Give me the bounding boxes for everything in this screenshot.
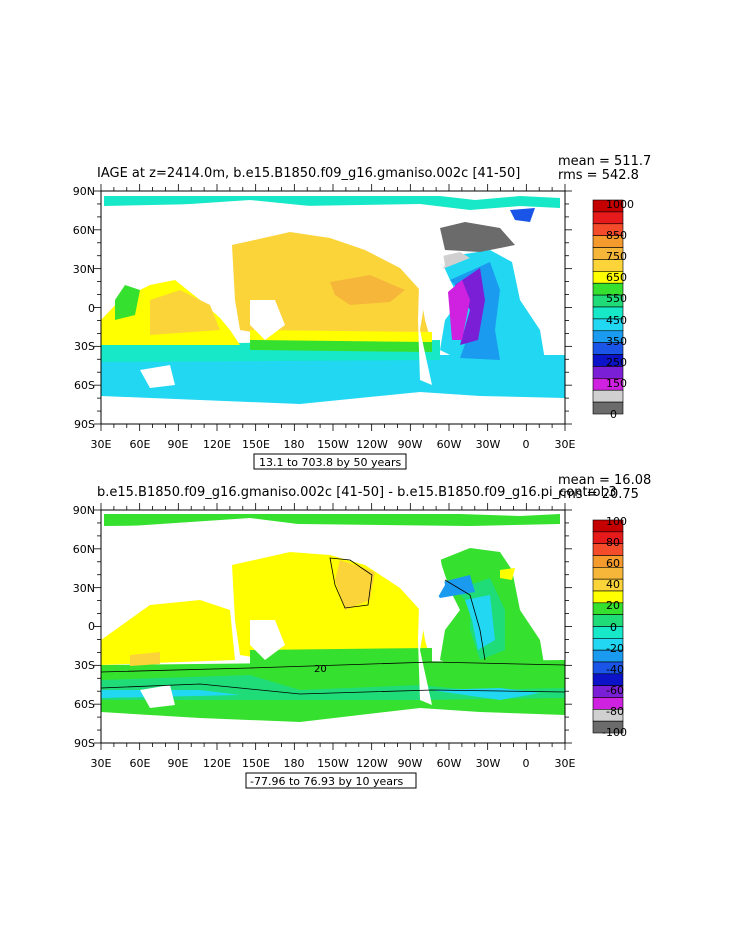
lon-label: 120E <box>203 438 231 451</box>
panel-2-colorbar-labels: 100 80 60 40 20 0 -20 -40 -60 -80 -100 <box>602 515 627 739</box>
colorbar-swatch <box>592 389 624 403</box>
colorbar-label: 20 <box>606 599 620 612</box>
lon-label: 0 <box>523 438 530 451</box>
lat-label: 30S <box>74 340 95 353</box>
lon-label: 60W <box>437 757 462 770</box>
lon-label: 60E <box>130 757 151 770</box>
panel-1-colorbar <box>592 199 624 415</box>
lon-label: 180 <box>284 757 305 770</box>
panel-1-map-field <box>101 191 565 424</box>
lon-label: 90E <box>168 438 189 451</box>
lon-label: 60W <box>437 438 462 451</box>
colorbar-label: 550 <box>606 292 627 305</box>
panel-1-title: IAGE at z=2414.0m, b.e15.B1850.f09_g16.g… <box>97 166 520 181</box>
panel-2-range: -77.96 to 76.93 by 10 years <box>250 775 404 788</box>
lon-label: 150W <box>317 438 349 451</box>
panel-2-map-field <box>101 510 565 743</box>
lon-label: 90W <box>398 438 423 451</box>
panel-2: b.e15.B1850.f09_g16.gmaniso.002c [41-50]… <box>73 473 651 789</box>
lon-label: 30E <box>555 438 576 451</box>
panel-2-title: b.e15.B1850.f09_g16.gmaniso.002c [41-50]… <box>97 485 617 500</box>
lat-label: 60S <box>74 379 95 392</box>
lon-label: 90E <box>168 757 189 770</box>
lat-label: 0 <box>88 302 95 315</box>
panel-2-rms: rms = 20.75 <box>558 487 639 502</box>
lon-label: 30E <box>91 438 112 451</box>
panel-1-ticks <box>94 184 572 431</box>
colorbar-label: -60 <box>606 684 624 697</box>
lon-label: 120W <box>356 438 388 451</box>
colorbar-label: 100 <box>606 515 627 528</box>
colorbar-swatch <box>592 614 624 627</box>
colorbar-label: 250 <box>606 356 627 369</box>
colorbar-label: 350 <box>606 335 627 348</box>
colorbar-label: 450 <box>606 314 627 327</box>
panel-1: IAGE at z=2414.0m, b.e15.B1850.f09_g16.g… <box>73 154 651 470</box>
lat-label: 0 <box>88 620 95 633</box>
colorbar-label: 850 <box>606 229 627 242</box>
panel-1-range-box <box>253 453 407 470</box>
lon-label: 30E <box>91 757 112 770</box>
lon-label: 120W <box>356 757 388 770</box>
colorbar-label: 750 <box>606 250 627 263</box>
lat-label: 30S <box>74 659 95 672</box>
lon-label: 150E <box>242 757 270 770</box>
panel-1-colorbar-labels: 1000 850 750 650 550 450 350 250 150 0 <box>606 198 634 421</box>
lat-label: 90N <box>73 504 95 517</box>
lon-label: 30E <box>555 757 576 770</box>
colorbar-label: 40 <box>606 578 620 591</box>
colorbar-label: 0 <box>610 621 617 634</box>
lat-label: 90S <box>74 737 95 750</box>
colorbar-swatch <box>592 211 624 225</box>
lon-label: 30W <box>476 757 501 770</box>
colorbar-label: 1000 <box>606 198 634 211</box>
lat-label: 60N <box>73 224 95 237</box>
panel-2-colorbar <box>592 519 624 734</box>
panel-1-rms: rms = 542.8 <box>558 168 639 183</box>
lon-label: 150W <box>317 757 349 770</box>
panel-1-mean: mean = 511.7 <box>558 154 651 169</box>
panel-1-lat-labels: 90N 60N 30N 0 30S 60S 90S <box>73 185 95 431</box>
colorbar-label: -80 <box>606 705 624 718</box>
colorbar-swatch <box>592 720 624 734</box>
lat-label: 90S <box>74 418 95 431</box>
panel-2-contour-label: 20 <box>314 664 327 675</box>
lat-label: 30N <box>73 263 95 276</box>
panel-2-range-box <box>245 772 417 789</box>
lon-label: 0 <box>523 757 530 770</box>
lon-label: 120E <box>203 757 231 770</box>
panel-1-range: 13.1 to 703.8 by 50 years <box>259 456 402 469</box>
panel-2-lon-labels: 30E 60E 90E 120E 150E 180 150W 120W 90W … <box>91 757 576 770</box>
colorbar-label: -40 <box>606 663 624 676</box>
colorbar-label: -100 <box>602 726 627 739</box>
lon-label: 180 <box>284 438 305 451</box>
panel-1-lon-labels: 30E 60E 90E 120E 150E 180 150W 120W 90W … <box>91 438 576 451</box>
colorbar-label: -20 <box>606 642 624 655</box>
panel-2-mean: mean = 16.08 <box>558 473 651 488</box>
colorbar-label: 80 <box>606 536 620 549</box>
lon-label: 150E <box>242 438 270 451</box>
colorbar-label: 60 <box>606 557 620 570</box>
panel-2-lat-labels: 90N 60N 30N 0 30S 60S 90S <box>73 504 95 750</box>
lat-label: 60S <box>74 698 95 711</box>
colorbar-swatch <box>592 401 624 415</box>
colorbar-label: 0 <box>610 408 617 421</box>
lat-label: 60N <box>73 543 95 556</box>
colorbar-label: 650 <box>606 271 627 284</box>
lat-label: 30N <box>73 582 95 595</box>
lat-label: 90N <box>73 185 95 198</box>
lon-label: 30W <box>476 438 501 451</box>
colorbar-swatch <box>592 626 624 639</box>
panel-2-ticks <box>94 503 572 750</box>
colorbar-label: 150 <box>606 377 627 390</box>
lon-label: 90W <box>398 757 423 770</box>
lon-label: 60E <box>130 438 151 451</box>
